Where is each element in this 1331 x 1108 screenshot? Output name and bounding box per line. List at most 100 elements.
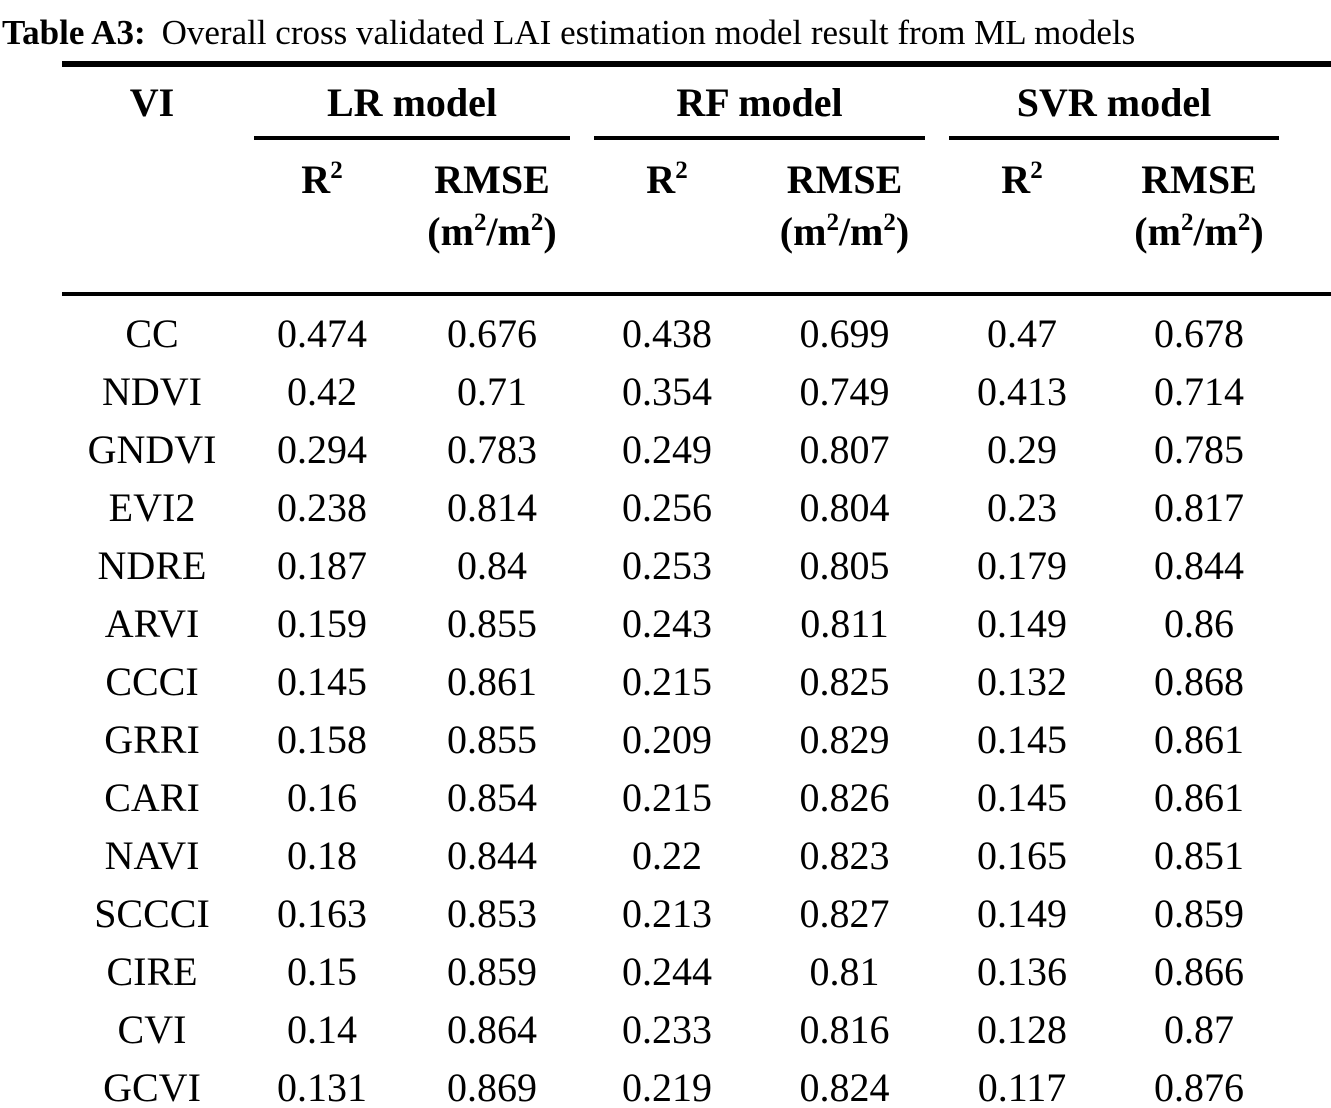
superscript: 2 xyxy=(330,157,343,184)
vi-cell: CARI xyxy=(104,774,200,820)
rf-r2-cell: 0.256 xyxy=(622,484,712,530)
lr-r2-cell: 0.238 xyxy=(277,484,367,530)
lr-rmse-cell: 0.853 xyxy=(447,890,537,936)
lr-rmse-cell: 0.869 xyxy=(447,1064,537,1108)
table-caption: Table A3: Overall cross validated LAI est… xyxy=(2,12,1331,54)
rf-r2-cell: 0.209 xyxy=(622,716,712,762)
table-row: CARI 0.16 0.854 0.215 0.826 0.145 0.861 xyxy=(62,768,1331,826)
lr-r2-cell: 0.159 xyxy=(277,600,367,646)
vi-cell: EVI2 xyxy=(108,484,196,530)
superscript: 2 xyxy=(473,209,487,236)
lr-rmse-cell: 0.844 xyxy=(447,832,537,878)
vi-cell: GRRI xyxy=(104,716,200,762)
column-header-svr-rmse: RMSE (m2/m2) xyxy=(1107,140,1331,296)
svr-rmse-cell: 0.817 xyxy=(1154,484,1244,530)
svr-rmse-cell: 0.868 xyxy=(1154,658,1244,704)
unit-text: /m xyxy=(838,209,884,254)
svr-rmse-cell: 0.866 xyxy=(1154,948,1244,994)
table-row: GCVI 0.131 0.869 0.219 0.824 0.117 0.876 xyxy=(62,1058,1331,1108)
svr-r2-cell: 0.179 xyxy=(977,542,1067,588)
group-header-svr: SVR model xyxy=(937,64,1331,140)
table-row: CC 0.474 0.676 0.438 0.699 0.47 0.678 xyxy=(62,294,1331,362)
rf-r2-cell: 0.215 xyxy=(622,774,712,820)
lr-rmse-cell: 0.814 xyxy=(447,484,537,530)
unit-text: ) xyxy=(895,209,910,254)
vi-cell: NAVI xyxy=(104,832,200,878)
rf-rmse-cell: 0.699 xyxy=(799,310,890,356)
lai-results-table: VI LR model RF model SVR model R2 RMSE (… xyxy=(62,61,1331,1108)
rf-rmse-cell: 0.807 xyxy=(799,426,890,472)
lr-rmse-cell: 0.71 xyxy=(457,368,527,414)
vi-cell: GNDVI xyxy=(87,426,217,472)
lr-rmse-cell: 0.676 xyxy=(447,310,537,356)
table-row: CVI 0.14 0.864 0.233 0.816 0.128 0.87 xyxy=(62,1000,1331,1058)
rf-rmse-cell: 0.81 xyxy=(809,948,880,994)
column-header-lr-r2: R2 xyxy=(242,140,402,296)
svr-rmse-cell: 0.714 xyxy=(1154,368,1244,414)
svr-r2-cell: 0.145 xyxy=(977,774,1067,820)
vi-cell: CC xyxy=(125,310,179,356)
svr-rmse-cell: 0.678 xyxy=(1154,310,1244,356)
unit-text: ) xyxy=(543,209,557,254)
rf-r2-cell: 0.253 xyxy=(622,542,712,588)
rmse-label: RMSE xyxy=(1141,157,1257,202)
lr-r2-cell: 0.16 xyxy=(287,774,357,820)
rf-rmse-cell: 0.829 xyxy=(799,716,890,762)
group-header-lr-label: LR model xyxy=(254,79,570,140)
lr-rmse-cell: 0.861 xyxy=(447,658,537,704)
table-row: SCCCI 0.163 0.853 0.213 0.827 0.149 0.85… xyxy=(62,884,1331,942)
svr-r2-cell: 0.413 xyxy=(977,368,1067,414)
superscript: 2 xyxy=(826,209,839,236)
rf-r2-cell: 0.233 xyxy=(622,1006,712,1052)
svr-rmse-cell: 0.876 xyxy=(1154,1064,1244,1108)
column-header-lr-rmse: RMSE (m2/m2) xyxy=(402,140,582,296)
svr-rmse-cell: 0.859 xyxy=(1154,890,1244,936)
lr-r2-cell: 0.474 xyxy=(277,310,367,356)
lr-rmse-cell: 0.783 xyxy=(447,426,537,472)
rf-rmse-cell: 0.749 xyxy=(799,368,890,414)
rf-r2-cell: 0.249 xyxy=(622,426,712,472)
table-row: NDRE 0.187 0.84 0.253 0.805 0.179 0.844 xyxy=(62,536,1331,594)
vi-cell: NDRE xyxy=(97,542,207,588)
rf-rmse-cell: 0.827 xyxy=(799,890,890,936)
column-header-vi: VI xyxy=(62,64,242,296)
rf-r2-cell: 0.215 xyxy=(622,658,712,704)
svr-rmse-cell: 0.785 xyxy=(1154,426,1244,472)
svr-rmse-cell: 0.861 xyxy=(1154,774,1244,820)
vi-cell: GCVI xyxy=(103,1064,201,1108)
svr-r2-cell: 0.145 xyxy=(977,716,1067,762)
rf-r2-cell: 0.243 xyxy=(622,600,712,646)
table-row: NDVI 0.42 0.71 0.354 0.749 0.413 0.714 xyxy=(62,362,1331,420)
unit-text: (m xyxy=(1134,209,1181,254)
rf-rmse-cell: 0.811 xyxy=(800,600,889,646)
lr-rmse-cell: 0.855 xyxy=(447,600,537,646)
table-row: GNDVI 0.294 0.783 0.249 0.807 0.29 0.785 xyxy=(62,420,1331,478)
vi-cell: ARVI xyxy=(104,600,200,646)
column-header-rf-r2: R2 xyxy=(582,140,752,296)
unit-text: (m xyxy=(779,209,827,254)
superscript: 2 xyxy=(1180,209,1194,236)
svr-r2-cell: 0.23 xyxy=(987,484,1057,530)
rmse-label: RMSE xyxy=(434,157,550,202)
r-squared-label: R xyxy=(301,157,331,202)
column-header-svr-r2: R2 xyxy=(937,140,1107,296)
superscript: 2 xyxy=(1030,157,1043,184)
group-header-rf: RF model xyxy=(582,64,937,140)
unit-text: /m xyxy=(486,209,531,254)
unit-text: /m xyxy=(1193,209,1238,254)
rf-rmse-cell: 0.826 xyxy=(799,774,890,820)
lr-rmse-cell: 0.84 xyxy=(457,542,527,588)
table-caption-text: Overall cross validated LAI estimation m… xyxy=(161,13,1136,52)
table-row: GRRI 0.158 0.855 0.209 0.829 0.145 0.861 xyxy=(62,710,1331,768)
group-header-rf-label: RF model xyxy=(594,79,925,140)
table-body: CC 0.474 0.676 0.438 0.699 0.47 0.678 ND… xyxy=(62,294,1331,1108)
rf-r2-cell: 0.438 xyxy=(622,310,712,356)
rf-r2-cell: 0.244 xyxy=(622,948,712,994)
svr-r2-cell: 0.29 xyxy=(987,426,1057,472)
svr-rmse-cell: 0.86 xyxy=(1164,600,1234,646)
unit-text: (m xyxy=(427,209,474,254)
superscript: 2 xyxy=(1237,209,1251,236)
group-header-lr: LR model xyxy=(242,64,582,140)
lr-rmse-cell: 0.859 xyxy=(447,948,537,994)
